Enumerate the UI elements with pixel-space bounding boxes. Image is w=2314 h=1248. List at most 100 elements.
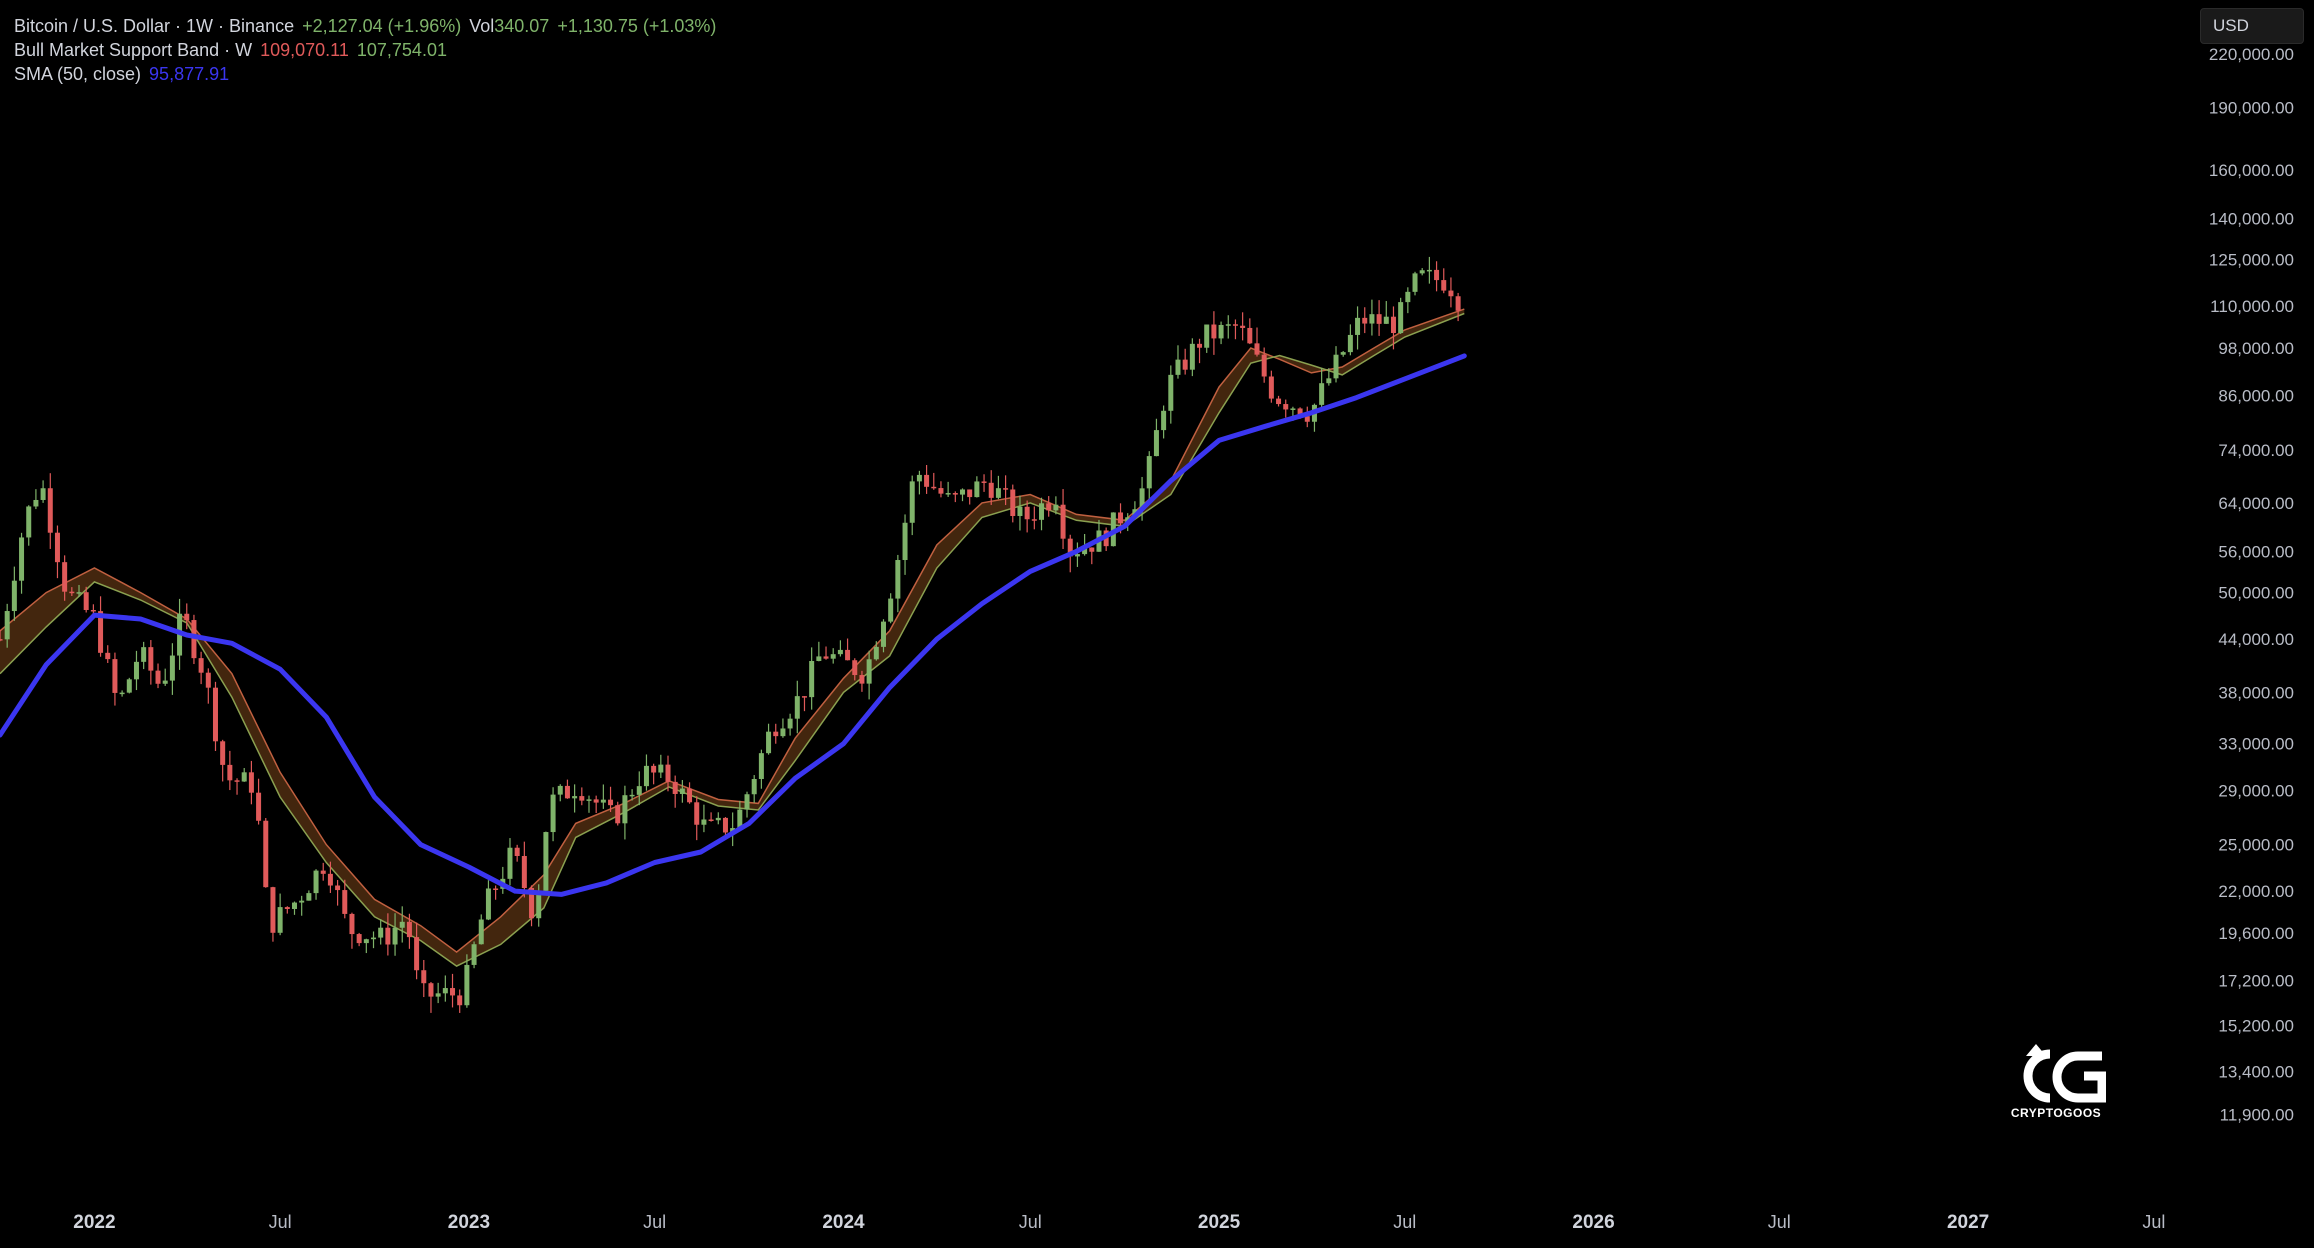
candle-body xyxy=(1290,408,1296,410)
candle-body xyxy=(529,888,535,919)
candle-body xyxy=(450,988,456,996)
y-tick-label: 22,000.00 xyxy=(2218,882,2294,901)
y-tick-label: 29,000.00 xyxy=(2218,782,2294,801)
x-tick-label: 2024 xyxy=(822,1212,865,1233)
candle-body xyxy=(1161,410,1167,431)
candle-body xyxy=(809,660,815,698)
candle-body xyxy=(787,718,793,729)
x-tick-label: Jul xyxy=(2142,1212,2165,1232)
band-label: Bull Market Support Band · W xyxy=(14,40,253,60)
candle-body xyxy=(471,944,477,965)
candle-body xyxy=(708,819,714,821)
candle-body xyxy=(794,696,800,719)
candle-body xyxy=(766,731,772,754)
candle-body xyxy=(1304,416,1310,422)
candle-body xyxy=(744,794,750,810)
candle-body xyxy=(636,786,642,795)
cryptogoos-logo-icon xyxy=(2023,1044,2106,1103)
candle-body xyxy=(1067,538,1073,557)
candle-body xyxy=(924,474,930,487)
candle-body xyxy=(1003,488,1009,490)
candle-body xyxy=(1319,383,1325,405)
candle-body xyxy=(658,764,664,773)
candle-body xyxy=(1254,343,1260,355)
candle-body xyxy=(33,499,39,507)
candle-body xyxy=(1204,324,1210,348)
candle-body xyxy=(1455,296,1461,311)
y-tick-label: 11,900.00 xyxy=(2220,1105,2294,1124)
candle-body xyxy=(1017,506,1023,517)
candle-body xyxy=(780,728,786,737)
legend-sma-row[interactable]: SMA (50, close) 95,877.91 xyxy=(14,62,724,86)
sma-label: SMA (50, close) xyxy=(14,64,142,84)
candle-body xyxy=(457,995,463,1006)
y-tick-label: 56,000.00 xyxy=(2218,542,2294,561)
x-tick-label: Jul xyxy=(269,1212,292,1232)
candle-body xyxy=(873,646,879,660)
candle-body xyxy=(687,788,693,803)
legend-symbol-row[interactable]: Bitcoin / U.S. Dollar · 1W · Binance +2,1… xyxy=(14,14,724,38)
candle-body xyxy=(1448,290,1454,297)
candle-body xyxy=(1225,324,1231,326)
chart-legend: Bitcoin / U.S. Dollar · 1W · Binance +2,1… xyxy=(14,14,724,86)
candle-body xyxy=(507,847,513,879)
candle-body xyxy=(54,532,60,563)
y-tick-label: 125,000.00 xyxy=(2209,251,2294,270)
candle-body xyxy=(371,937,377,940)
candle-body xyxy=(852,660,858,676)
candle-body xyxy=(442,988,448,994)
candle-body xyxy=(543,832,549,891)
candle-body xyxy=(988,482,994,498)
y-tick-label: 17,200.00 xyxy=(2218,972,2294,991)
x-tick-label: 2022 xyxy=(73,1212,115,1233)
candle-body xyxy=(1297,408,1303,417)
candle-body xyxy=(593,799,599,803)
candle-body xyxy=(378,927,384,938)
candle-body xyxy=(76,592,82,594)
band-value-upper: 109,070.11 xyxy=(260,40,349,60)
candle-body xyxy=(1060,504,1066,539)
candle-body xyxy=(816,656,822,661)
candle-body xyxy=(169,655,175,681)
candle-body xyxy=(967,489,973,498)
currency-selector[interactable]: USD xyxy=(2200,8,2304,44)
candle-body xyxy=(299,900,305,903)
y-tick-label: 13,400.00 xyxy=(2218,1062,2294,1081)
candle-body xyxy=(399,921,405,928)
candle-body xyxy=(69,591,75,594)
candle-body xyxy=(895,560,901,599)
candle-body xyxy=(701,819,707,825)
y-tick-label: 220,000.00 xyxy=(2209,45,2294,64)
candle-body xyxy=(1362,317,1368,324)
y-tick-label: 38,000.00 xyxy=(2218,683,2294,702)
candle-body xyxy=(1434,269,1440,281)
candle-body xyxy=(572,796,578,799)
candle-body xyxy=(557,785,563,795)
logo-wordmark: CRYPTOGOOS xyxy=(2010,1106,2102,1120)
y-tick-label: 98,000.00 xyxy=(2218,339,2294,358)
band-upper-line xyxy=(0,308,1465,954)
candle-body xyxy=(98,611,104,653)
candle-body xyxy=(1412,273,1418,292)
candle-body xyxy=(909,481,915,523)
candle-body xyxy=(40,488,46,500)
x-tick-label: 2023 xyxy=(448,1212,490,1233)
price-axis[interactable]: 220,000.00 190,000.00 160,000.00 140,000.00… xyxy=(2209,45,2294,1125)
candle-body xyxy=(270,887,276,933)
candle-body xyxy=(220,741,226,765)
x-tick-label: 2026 xyxy=(1572,1212,1614,1233)
candle-body xyxy=(859,675,865,684)
candle-body xyxy=(1189,343,1195,370)
candle-body xyxy=(902,522,908,561)
legend-band-row[interactable]: Bull Market Support Band · W 109,070.11 10… xyxy=(14,38,724,62)
candle-body xyxy=(1441,280,1447,291)
candle-body xyxy=(349,913,355,935)
y-tick-label: 140,000.00 xyxy=(2209,209,2294,228)
candle-body xyxy=(1347,334,1353,353)
candle-body xyxy=(837,649,843,655)
candle-body xyxy=(938,488,944,494)
candle-body xyxy=(981,481,987,483)
time-axis[interactable]: 2022 Jul 2023 Jul 2024 Jul 2025 Jul 2026 Jul 2027 J… xyxy=(73,1212,2165,1233)
candle-body xyxy=(773,731,779,737)
